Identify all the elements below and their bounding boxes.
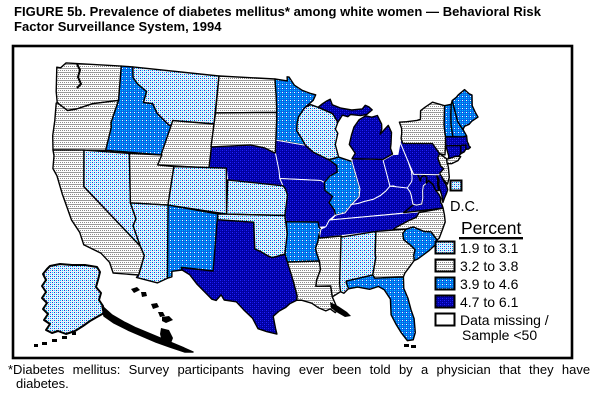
svg-text:Percent: Percent: [461, 218, 521, 238]
svg-text:3.9 to 4.6: 3.9 to 4.6: [460, 276, 519, 292]
svg-text:Sample <50: Sample <50: [462, 327, 537, 343]
svg-text:4.7 to 6.1: 4.7 to 6.1: [460, 294, 519, 310]
svg-text:3.2 to 3.8: 3.2 to 3.8: [460, 258, 519, 274]
svg-text:Data missing /: Data missing /: [460, 312, 549, 328]
svg-text:1.9 to 3.1: 1.9 to 3.1: [460, 240, 519, 256]
svg-text:D.C.: D.C.: [450, 199, 479, 215]
